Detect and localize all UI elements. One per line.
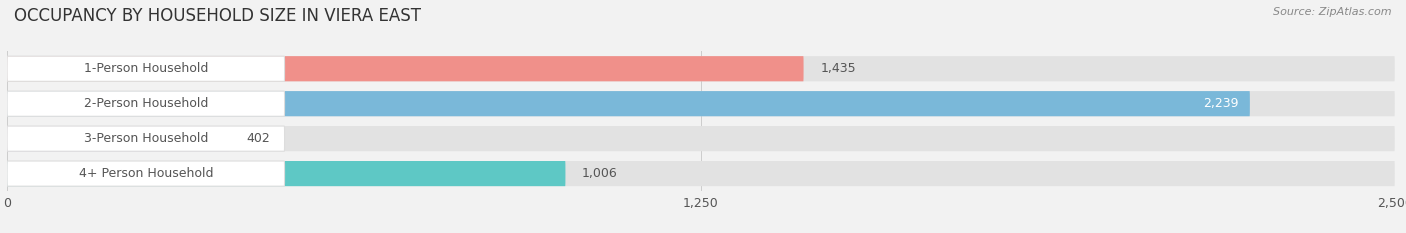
Text: 1,006: 1,006 <box>582 167 617 180</box>
FancyBboxPatch shape <box>7 91 1395 116</box>
Text: 1,435: 1,435 <box>820 62 856 75</box>
Text: 3-Person Household: 3-Person Household <box>83 132 208 145</box>
FancyBboxPatch shape <box>7 126 1395 151</box>
Text: 402: 402 <box>247 132 270 145</box>
FancyBboxPatch shape <box>7 161 565 186</box>
FancyBboxPatch shape <box>7 56 804 81</box>
Text: 2,239: 2,239 <box>1204 97 1239 110</box>
Text: 4+ Person Household: 4+ Person Household <box>79 167 214 180</box>
Text: 2-Person Household: 2-Person Household <box>83 97 208 110</box>
FancyBboxPatch shape <box>7 91 1250 116</box>
FancyBboxPatch shape <box>7 56 1395 81</box>
FancyBboxPatch shape <box>7 56 284 81</box>
Text: 1-Person Household: 1-Person Household <box>83 62 208 75</box>
FancyBboxPatch shape <box>7 126 284 151</box>
FancyBboxPatch shape <box>7 161 284 186</box>
FancyBboxPatch shape <box>7 126 231 151</box>
Text: OCCUPANCY BY HOUSEHOLD SIZE IN VIERA EAST: OCCUPANCY BY HOUSEHOLD SIZE IN VIERA EAS… <box>14 7 420 25</box>
Text: Source: ZipAtlas.com: Source: ZipAtlas.com <box>1274 7 1392 17</box>
FancyBboxPatch shape <box>7 91 284 116</box>
FancyBboxPatch shape <box>7 161 1395 186</box>
